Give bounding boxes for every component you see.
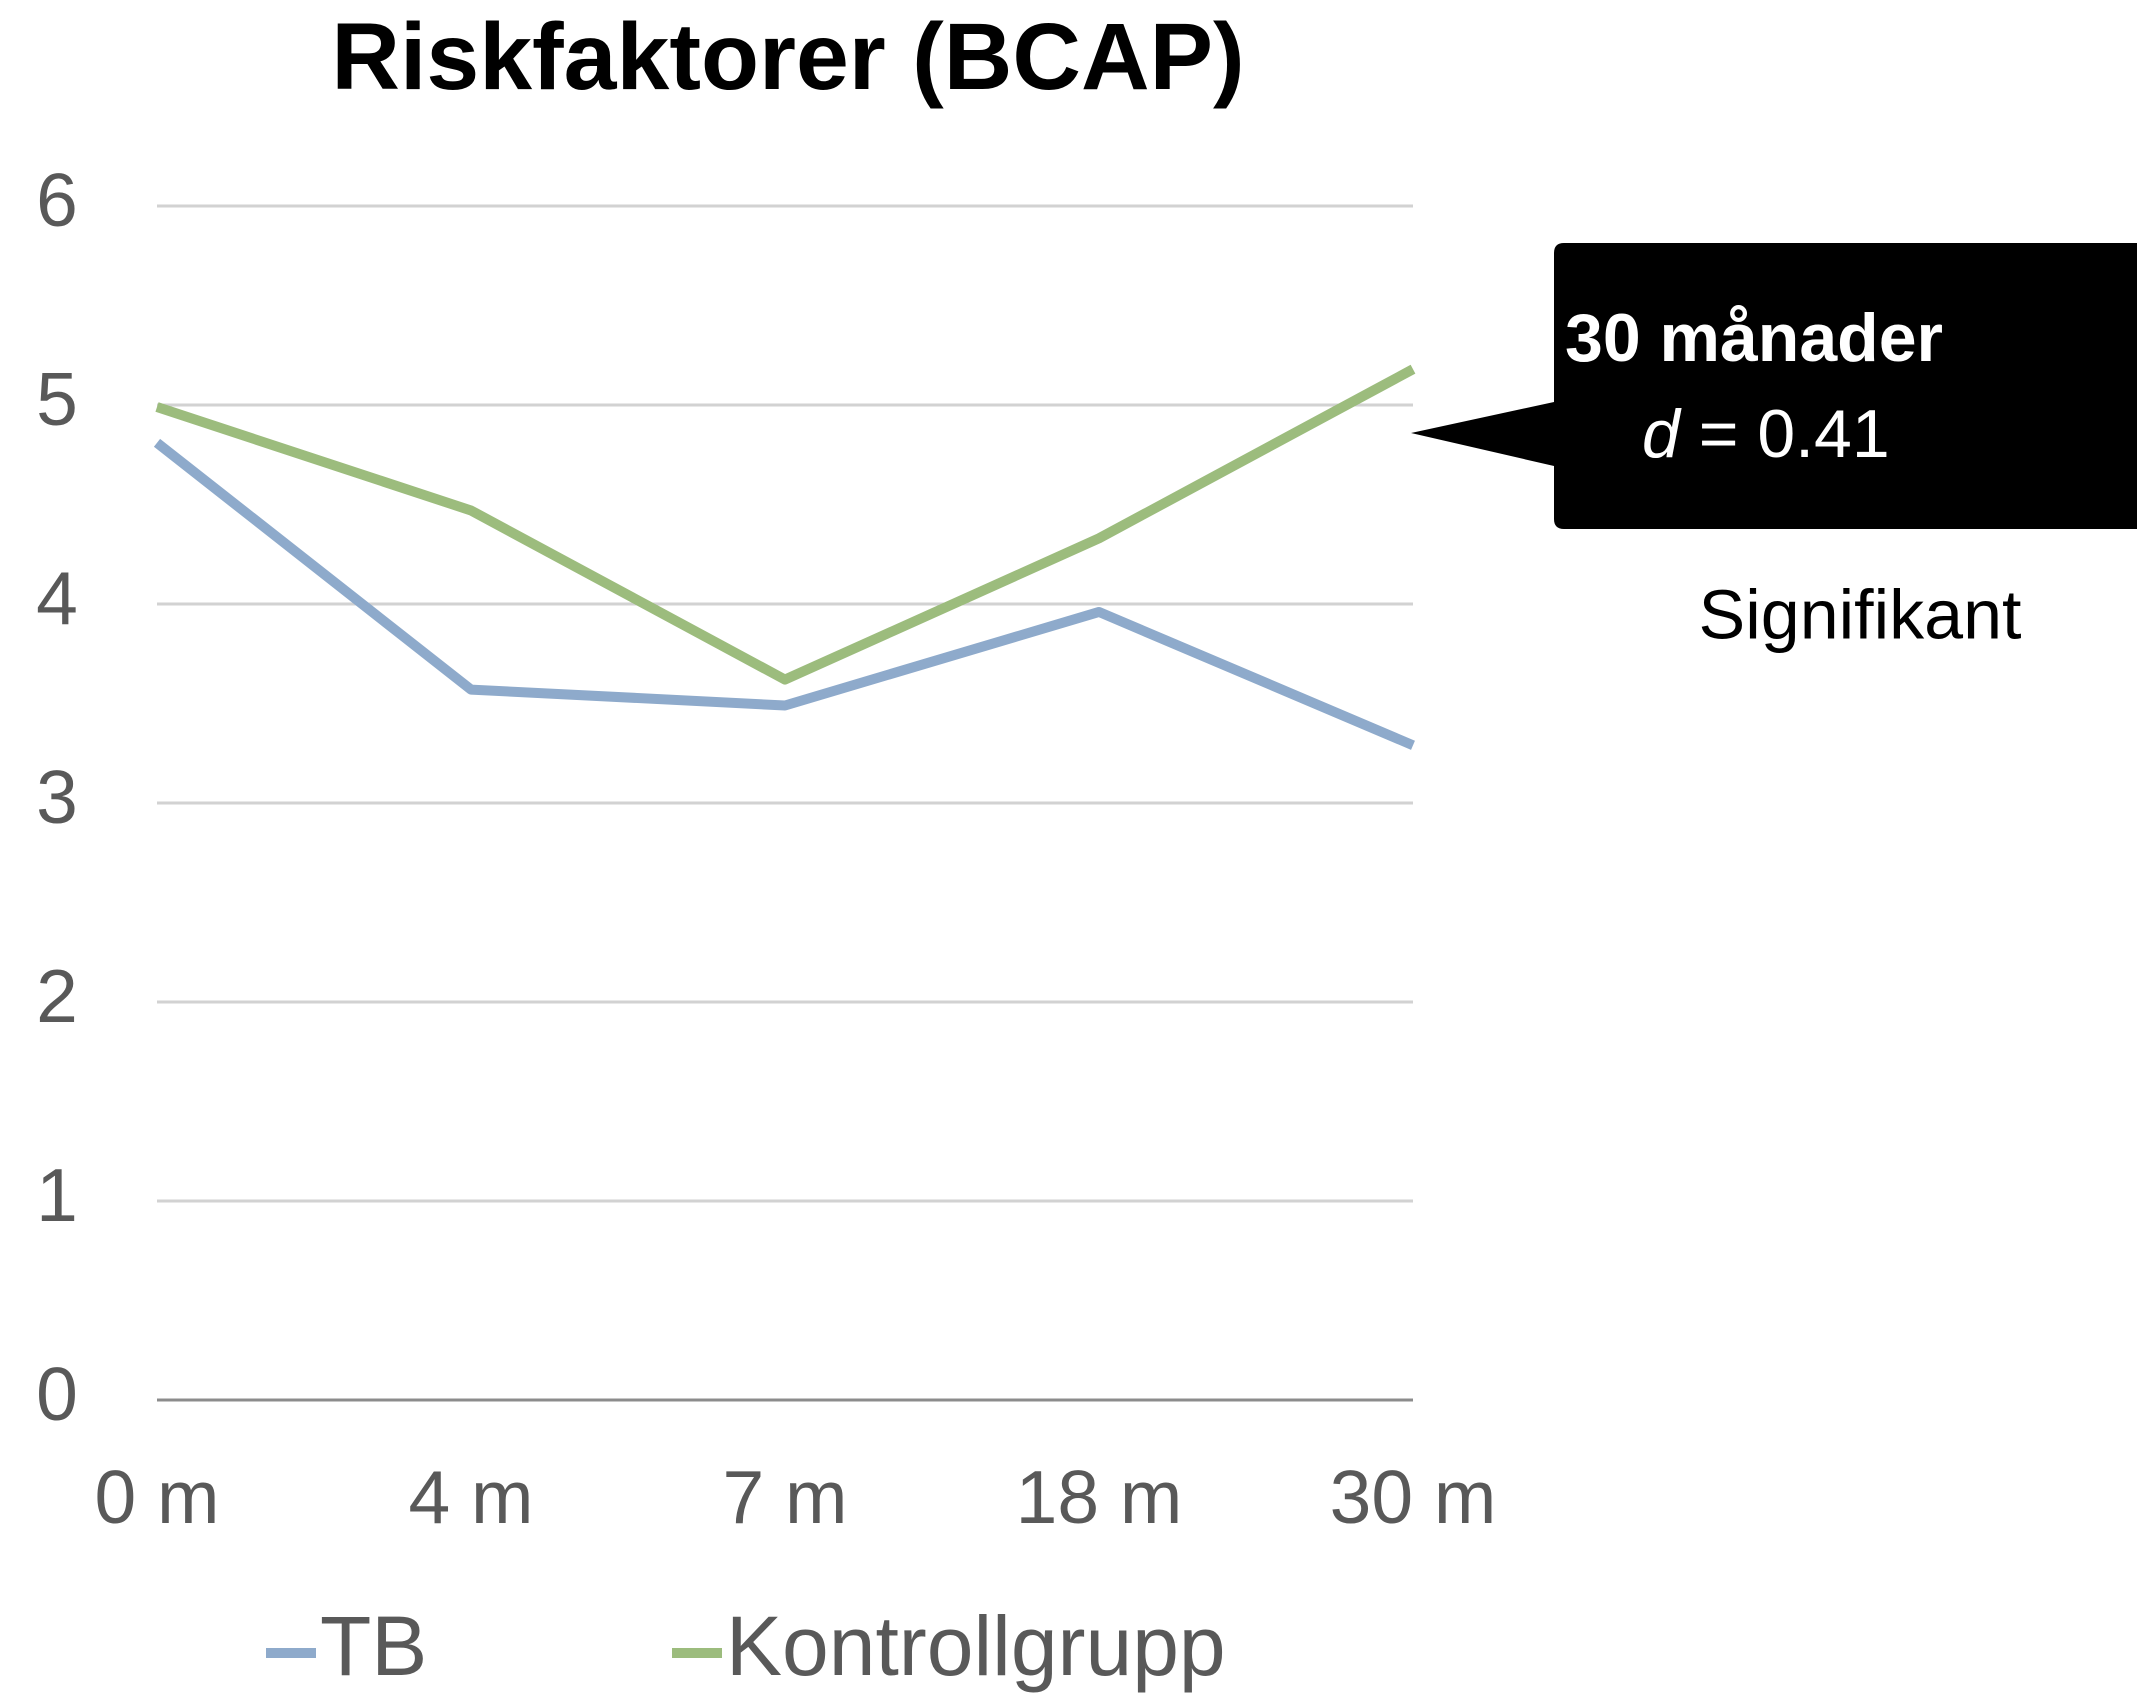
legend-label: Kontrollgrupp (726, 1599, 1226, 1693)
legend-label: TB (320, 1599, 427, 1693)
stat-text: = 0.41 (1699, 396, 1890, 472)
x-tick-label: 18 m (1016, 1455, 1183, 1539)
y-tick-label: 6 (36, 158, 78, 242)
callout-heading: 30 månader (1565, 300, 1943, 376)
y-tick-label: 5 (36, 357, 78, 441)
y-tick-label: 2 (36, 954, 78, 1038)
x-tick-label: 30 m (1330, 1455, 1497, 1539)
x-tick-label: 7 m (722, 1455, 847, 1539)
stat-symbol: d (1642, 396, 1682, 472)
callout-stat: d = 0.41 (1642, 396, 1890, 472)
y-tick-label: 1 (36, 1153, 78, 1237)
chart-title: Riskfaktorer (BCAP) (331, 4, 1244, 110)
series-line (153, 438, 1415, 750)
x-tick-label: 4 m (408, 1455, 533, 1539)
y-tick-label: 4 (36, 556, 78, 640)
callout-note: Signifikant (1699, 575, 2022, 653)
y-tick-label: 0 (36, 1352, 78, 1436)
callout-box (1411, 243, 2137, 529)
series-line (155, 364, 1416, 685)
y-tick-label: 3 (36, 755, 78, 839)
x-tick-label: 0 m (94, 1455, 219, 1539)
